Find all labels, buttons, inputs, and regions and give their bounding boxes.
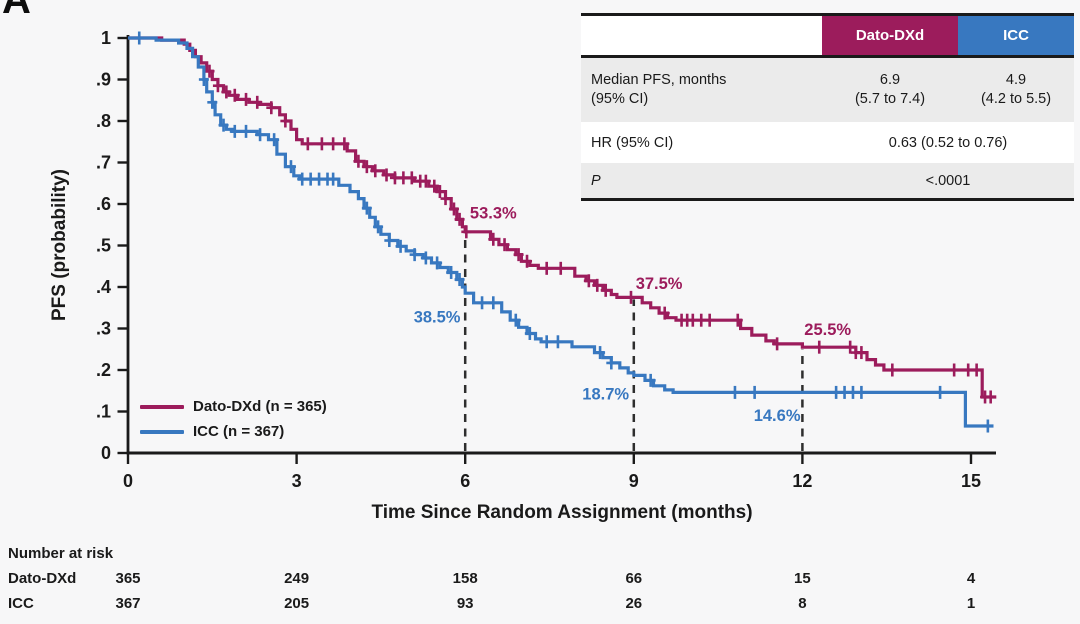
landmark-annotation-dato: 53.3% [470, 205, 517, 223]
km-curve-icc [128, 36, 994, 428]
y-tick-label: 0 [101, 443, 111, 463]
median-pfs-label: Median PFS, months (95% CI) [591, 72, 727, 107]
table-bottom-border [581, 198, 1074, 201]
x-tick-label: 12 [792, 471, 812, 491]
p-value: <.0001 [925, 172, 971, 189]
x-tick-label: 6 [460, 471, 470, 491]
landmark-annotation-dato: 25.5% [804, 321, 851, 339]
at-risk-count: 367 [115, 595, 140, 612]
table-top-border [581, 13, 1074, 16]
y-tick-label: .4 [96, 277, 111, 297]
header-cell-dato: Dato-DXd [822, 16, 958, 55]
landmark-annotation-dato: 37.5% [636, 275, 683, 293]
landmark-annotation-icc: 14.6% [754, 407, 801, 425]
at-risk-row-label: Dato-DXd [8, 570, 76, 587]
at-risk-count: 93 [457, 595, 474, 612]
summary-table: Dato-DXd ICC Median PFS, months (95% CI)… [581, 13, 1074, 201]
at-risk-count: 26 [625, 595, 642, 612]
y-tick-label: .9 [96, 70, 111, 90]
legend-label-dato: Dato-DXd (n = 365) [193, 398, 327, 415]
legend-label-icc: ICC (n = 367) [193, 423, 285, 440]
landmark-annotation-icc: 18.7% [582, 386, 629, 404]
x-tick-label: 3 [292, 471, 302, 491]
table-header-divider [581, 55, 1074, 58]
table-header-row: Dato-DXd ICC [581, 16, 1074, 55]
p-label: P [591, 172, 601, 189]
at-risk-count: 8 [798, 595, 806, 612]
hr-label: HR (95% CI) [591, 134, 674, 151]
x-tick-label: 15 [961, 471, 981, 491]
header-spacer-cell [581, 16, 822, 55]
at-risk-count: 205 [284, 595, 309, 612]
table-row-p: P <.0001 [581, 163, 1074, 198]
at-risk-count: 15 [794, 570, 811, 587]
y-tick-label: 1 [101, 28, 111, 48]
y-tick-label: .3 [96, 319, 111, 339]
icc-line-swatch [140, 429, 184, 434]
at-risk-count: 249 [284, 570, 309, 587]
y-tick-label: .1 [96, 402, 111, 422]
landmark-annotation-icc: 38.5% [414, 308, 461, 326]
at-risk-count: 158 [453, 570, 478, 587]
chart-legend: Dato-DXd (n = 365) ICC (n = 367) [140, 394, 327, 444]
hr-value: 0.63 (0.52 to 0.76) [888, 134, 1008, 151]
y-tick-label: .8 [96, 111, 111, 131]
x-tick-label: 9 [629, 471, 639, 491]
at-risk-row-label: ICC [8, 595, 34, 612]
at-risk-count: 4 [967, 570, 976, 587]
x-axis-title: Time Since Random Assignment (months) [371, 502, 753, 523]
at-risk-count: 66 [625, 570, 642, 587]
y-tick-label: .6 [96, 194, 111, 214]
dato-line-swatch [140, 404, 184, 409]
header-cell-icc: ICC [958, 16, 1074, 55]
legend-item-dato: Dato-DXd (n = 365) [140, 394, 327, 419]
median-pfs-dato-value: 6.9 (5.7 to 7.4) [854, 72, 926, 107]
table-row-hr: HR (95% CI) 0.63 (0.52 to 0.76) [581, 122, 1074, 163]
at-risk-count: 365 [115, 570, 140, 587]
legend-item-icc: ICC (n = 367) [140, 419, 327, 444]
at-risk-count: 1 [967, 595, 975, 612]
number-at-risk-title: Number at risk [8, 545, 114, 562]
table-row-median-pfs: Median PFS, months (95% CI) 6.9 (5.7 to … [581, 58, 1074, 122]
y-tick-label: .7 [96, 153, 111, 173]
median-pfs-icc-value: 4.9 (4.2 to 5.5) [980, 72, 1052, 107]
y-tick-label: .5 [96, 236, 111, 256]
y-tick-label: .2 [96, 360, 111, 380]
y-axis-title: PFS (probability) [49, 169, 70, 321]
panel-label: A [2, 0, 31, 22]
x-tick-label: 0 [123, 471, 133, 491]
